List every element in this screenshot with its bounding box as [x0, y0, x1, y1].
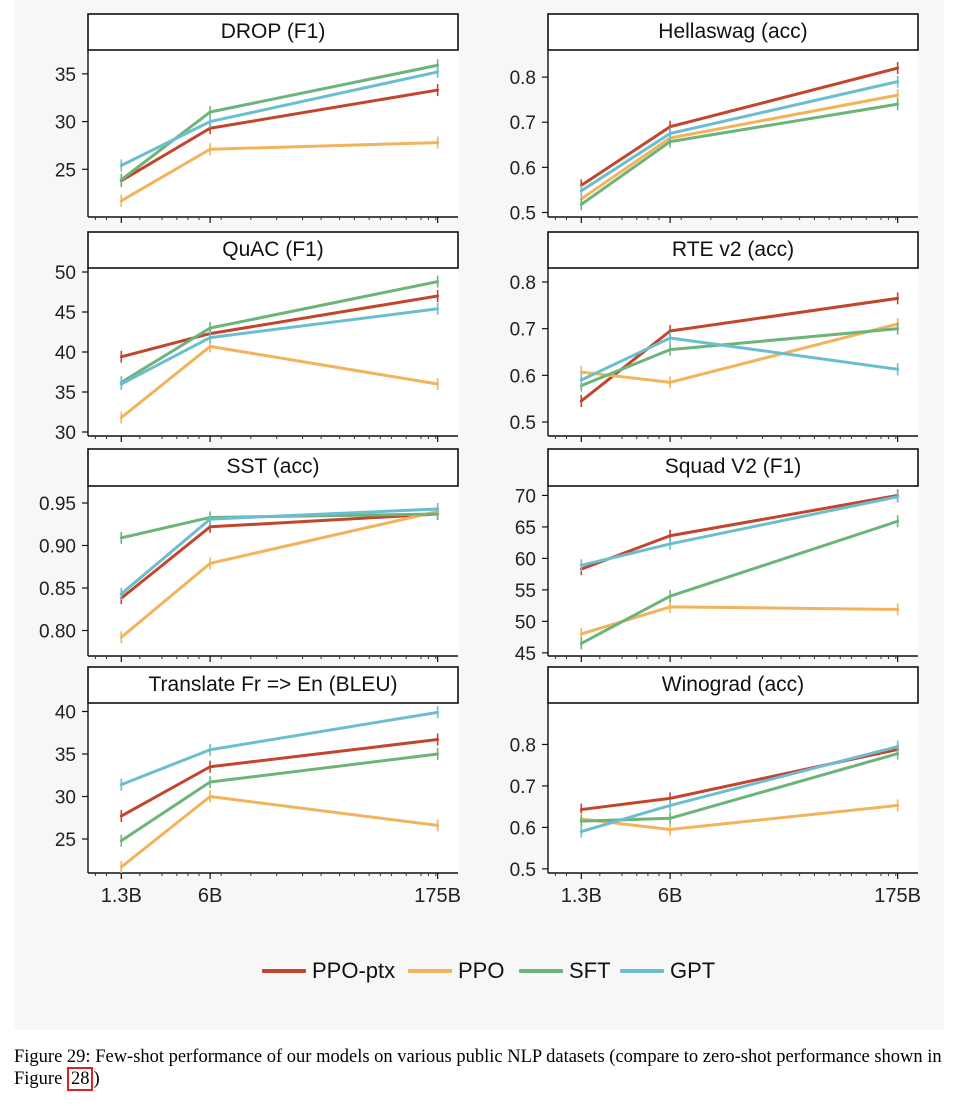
chart-translate-fr-en-bleu: Translate Fr => En (BLEU) 25 30 35 40 1.3B 6B 1… — [55, 666, 461, 907]
y-tick-label: 30 — [55, 788, 76, 809]
chart-squad-v2-f1: Squad V2 (F1) 45 50 55 60 65 70 — [515, 448, 919, 665]
y-tick-label: 0.6 — [510, 158, 536, 179]
title-box — [87, 666, 459, 704]
x-tick-label: 1.3B — [101, 885, 142, 907]
chart-title: DROP (F1) — [221, 20, 326, 43]
plot-area — [548, 268, 918, 436]
legend: PPO-ptx PPO SFT GPT — [0, 956, 964, 986]
y-tick-label: 60 — [515, 549, 536, 570]
y-tick-label: 0.8 — [510, 735, 536, 756]
legend-swatch-ppo — [408, 969, 452, 973]
y-tick-label: 30 — [55, 423, 76, 444]
y-tick-label: 25 — [55, 830, 76, 851]
legend-label-ppo-ptx: PPO-ptx — [312, 958, 396, 983]
y-tick-label: 50 — [55, 263, 76, 284]
y-tick-label: 0.80 — [39, 622, 76, 643]
y-tick-label: 35 — [55, 65, 76, 86]
chart-title: RTE v2 (acc) — [672, 238, 794, 261]
chart-grid: DROP (F1) 25 30 35 Hellaswag (acc) 0.5 0.6 0.7 0… — [39, 13, 921, 907]
figure-reference-link[interactable]: 28 — [66, 1067, 94, 1091]
title-box — [547, 448, 919, 487]
chart-winograd-acc: Winograd (acc) 0.5 0.6 0.7 0.8 1.3B 6B 175B — [510, 666, 921, 907]
y-tick-label: 0.7 — [510, 113, 536, 134]
figure-caption: Figure 29: Few-shot performance of our m… — [14, 1046, 950, 1091]
y-tick-label: 70 — [515, 486, 536, 507]
x-tick-label: 6B — [198, 885, 222, 907]
plot-area — [548, 50, 918, 217]
legend-item-ppo-ptx: PPO-ptx — [262, 956, 395, 986]
y-tick-label: 35 — [55, 383, 76, 404]
chart-title: Squad V2 (F1) — [665, 455, 802, 478]
y-tick-label: 0.85 — [39, 579, 76, 600]
legend-swatch-gpt — [620, 969, 664, 973]
legend-swatch-ppo-ptx — [262, 969, 306, 973]
y-tick-label: 30 — [55, 113, 76, 134]
title-box — [87, 448, 459, 487]
x-tick-label: 175B — [874, 885, 921, 907]
y-tick-label: 55 — [515, 581, 536, 602]
y-tick-label: 0.5 — [510, 413, 536, 434]
x-tick-label: 175B — [414, 885, 461, 907]
y-tick-label: 0.95 — [39, 494, 76, 515]
x-tick-label: 1.3B — [561, 885, 602, 907]
y-tick-label: 45 — [55, 303, 76, 324]
chart-title: Hellaswag (acc) — [658, 20, 807, 43]
chart-sst-acc: SST (acc) 0.80 0.85 0.90 0.95 — [39, 448, 459, 662]
legend-item-sft: SFT — [519, 956, 611, 986]
caption-text: Figure 29: Few-shot performance of our m… — [14, 1047, 942, 1089]
chart-quac-f1: QuAC (F1) 30 35 40 45 50 — [55, 231, 459, 444]
title-box — [87, 231, 459, 269]
y-tick-label: 0.5 — [510, 860, 536, 881]
title-box — [547, 13, 919, 51]
x-tick-label: 6B — [658, 885, 682, 907]
y-tick-label: 40 — [55, 703, 76, 724]
y-tick-label: 40 — [55, 343, 76, 364]
y-tick-label: 50 — [515, 612, 536, 633]
plot-area — [88, 50, 458, 217]
caption-end: ) — [93, 1069, 100, 1089]
y-tick-label: 35 — [55, 745, 76, 766]
y-tick-label: 0.6 — [510, 818, 536, 839]
chart-title: Translate Fr => En (BLEU) — [149, 673, 398, 696]
legend-label-sft: SFT — [569, 958, 611, 983]
chart-hellaswag-acc: Hellaswag (acc) 0.5 0.6 0.7 0.8 — [510, 13, 919, 224]
title-box — [547, 666, 919, 704]
chart-rte-v2-acc: RTE v2 (acc) 0.5 0.6 0.7 0.8 — [510, 231, 919, 442]
legend-item-ppo: PPO — [408, 956, 504, 986]
y-tick-label: 45 — [515, 644, 536, 665]
y-tick-label: 25 — [55, 160, 76, 181]
y-tick-label: 0.8 — [510, 273, 536, 294]
y-tick-label: 65 — [515, 518, 536, 539]
chart-title: QuAC (F1) — [222, 238, 324, 261]
title-box — [547, 231, 919, 269]
legend-label-gpt: GPT — [670, 958, 716, 983]
y-tick-label: 0.7 — [510, 777, 536, 798]
y-tick-label: 0.8 — [510, 68, 536, 89]
legend-label-ppo: PPO — [458, 958, 505, 983]
chart-drop-f1: DROP (F1) 25 30 35 — [55, 13, 459, 223]
legend-swatch-sft — [519, 969, 563, 973]
y-tick-label: 0.5 — [510, 203, 536, 224]
plot-area — [88, 268, 458, 436]
y-tick-label: 0.90 — [39, 537, 76, 558]
title-box — [87, 13, 459, 51]
y-tick-label: 0.7 — [510, 320, 536, 341]
chart-title: SST (acc) — [227, 455, 320, 478]
chart-title: Winograd (acc) — [662, 673, 804, 696]
y-tick-label: 0.6 — [510, 366, 536, 387]
legend-item-gpt: GPT — [620, 956, 715, 986]
